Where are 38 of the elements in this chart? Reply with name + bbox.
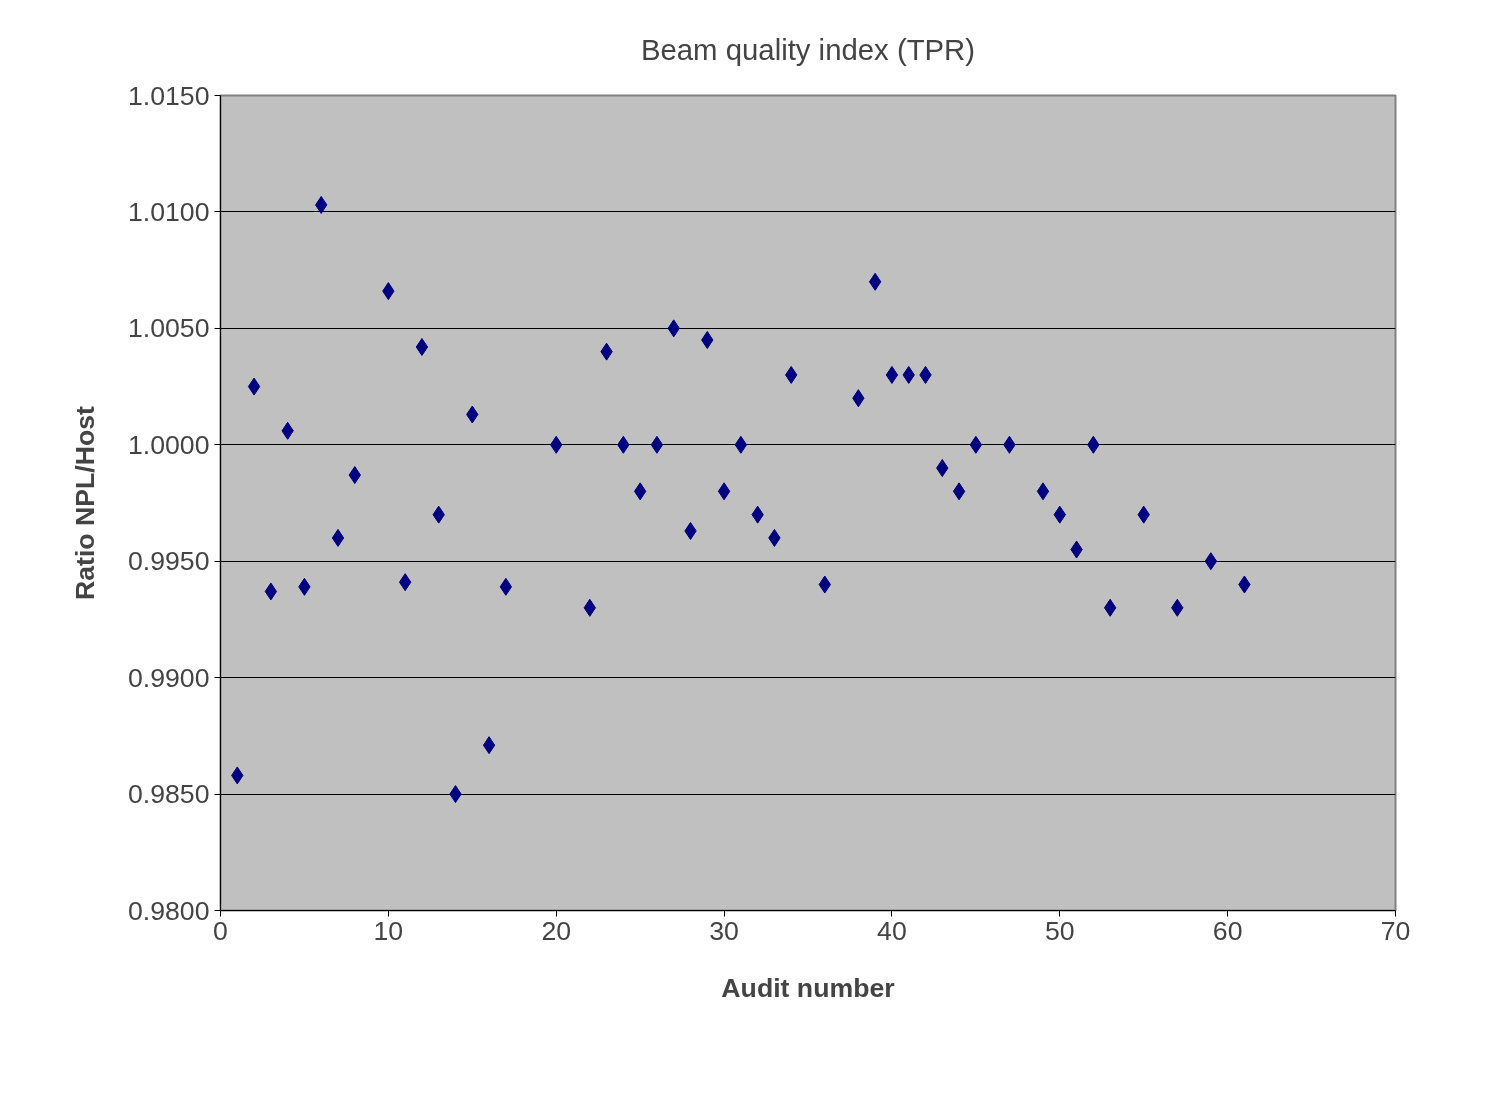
chart-title: Beam quality index (TPR): [640, 32, 976, 66]
point: [1204, 552, 1218, 571]
point: [868, 272, 882, 291]
x-axis-title: Audit number: [721, 972, 895, 1003]
x-tick-label: 30: [709, 915, 739, 946]
point: [650, 435, 664, 454]
point: [398, 573, 412, 592]
y-tick-label: 1.0150: [127, 80, 210, 111]
y-tick-label: 0.9850: [127, 779, 210, 810]
y-tick-label: 0.9900: [127, 662, 210, 693]
point: [969, 435, 983, 454]
point: [734, 435, 748, 454]
point: [415, 337, 429, 356]
x-tick-label: 20: [541, 915, 572, 946]
x-tick-label: 40: [877, 915, 907, 946]
point: [633, 482, 647, 501]
point: [264, 582, 278, 601]
x-tick-label: 0: [213, 915, 228, 946]
point: [885, 365, 899, 384]
point: [247, 377, 261, 396]
point: [331, 528, 345, 547]
x-tick-label: 10: [373, 915, 404, 946]
y-tick-label: 1.0000: [127, 429, 210, 460]
x-tick-label: 60: [1212, 915, 1243, 946]
y-tick-label: 1.0050: [127, 313, 210, 344]
x-tick-label: 70: [1380, 915, 1411, 946]
point: [717, 482, 731, 501]
y-axis-title: Ratio NPL/Host: [69, 405, 100, 600]
point: [482, 736, 496, 755]
point: [701, 331, 714, 349]
point: [952, 482, 966, 501]
y-tick-label: 0.9950: [127, 546, 210, 577]
y-tick-label: 0.9800: [127, 895, 210, 926]
x-tick-label: 50: [1044, 915, 1075, 946]
y-tick-label: 1.0100: [127, 196, 210, 227]
point: [1036, 482, 1050, 501]
point: [1103, 598, 1117, 617]
point: [499, 577, 513, 596]
